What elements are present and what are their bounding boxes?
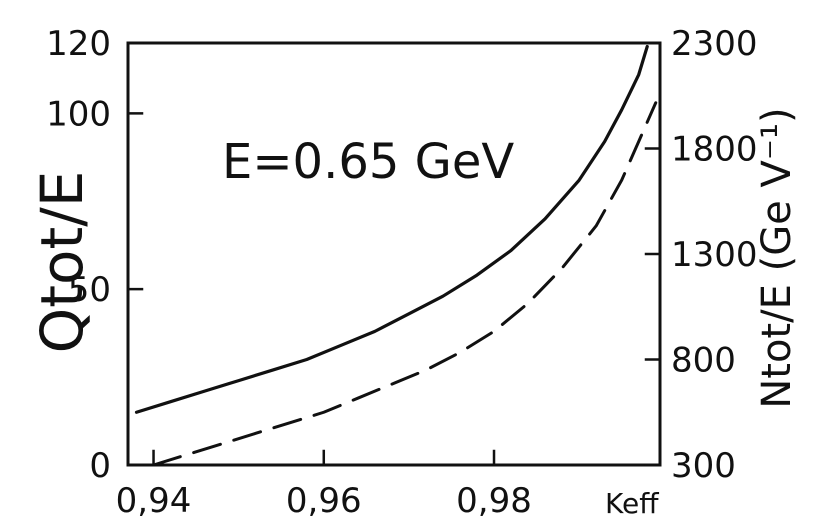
chart-annotation: E=0.65 GeV <box>222 134 514 190</box>
x-axis-tick-label: 0,96 <box>286 481 362 521</box>
x-axis-tick-label: 0,98 <box>456 481 532 521</box>
x-axis-tick-label: 0,94 <box>116 481 192 521</box>
x-axis-label: Keff <box>605 487 659 520</box>
y-axis-right-label: Ntot/E (Ge V⁻¹) <box>754 107 800 408</box>
y-right-axis-tick-label: 1800 <box>671 130 758 170</box>
y-left-axis-tick-label: 50 <box>68 270 111 310</box>
y-right-axis-tick-label: 1300 <box>671 235 758 275</box>
solid-series-line <box>134 44 649 414</box>
series-lines <box>134 44 658 467</box>
y-right-axis-tick-label: 2300 <box>671 24 758 64</box>
dashed-series-line <box>152 101 658 467</box>
y-left-axis-tick-label: 0 <box>89 446 111 486</box>
y-right-axis-tick-label: 300 <box>671 446 736 486</box>
tick-marks <box>126 41 662 467</box>
y-axis-left-label: Qtot/E <box>28 171 96 354</box>
plot-frame <box>126 41 662 467</box>
y-left-axis-tick-label: 100 <box>46 94 111 134</box>
tick-labels: 0,94 0,96 0,98 0 50 100 120 300 800 1300 1800 2300 <box>46 24 757 521</box>
y-left-axis-tick-label: 120 <box>46 24 111 64</box>
y-right-axis-tick-label: 800 <box>671 341 736 381</box>
